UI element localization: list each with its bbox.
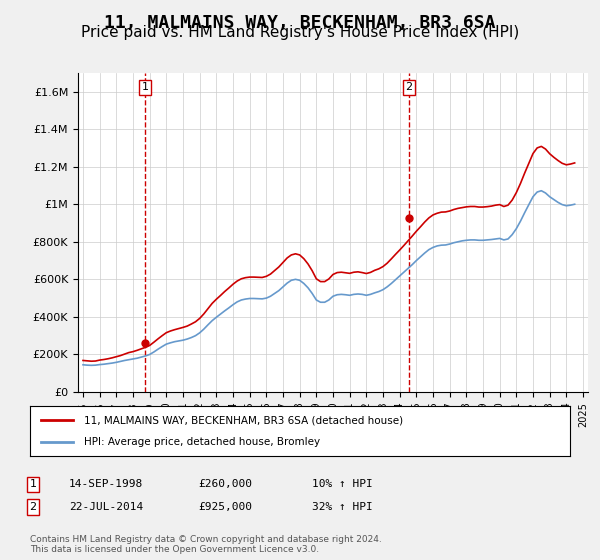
Text: 2: 2 — [405, 82, 412, 92]
Text: 11, MALMAINS WAY, BECKENHAM, BR3 6SA (detached house): 11, MALMAINS WAY, BECKENHAM, BR3 6SA (de… — [84, 415, 403, 425]
Text: 32% ↑ HPI: 32% ↑ HPI — [312, 502, 373, 512]
Text: HPI: Average price, detached house, Bromley: HPI: Average price, detached house, Brom… — [84, 437, 320, 447]
Text: Contains HM Land Registry data © Crown copyright and database right 2024.
This d: Contains HM Land Registry data © Crown c… — [30, 535, 382, 554]
Text: 22-JUL-2014: 22-JUL-2014 — [69, 502, 143, 512]
Text: 11, MALMAINS WAY, BECKENHAM, BR3 6SA: 11, MALMAINS WAY, BECKENHAM, BR3 6SA — [104, 14, 496, 32]
Text: 14-SEP-1998: 14-SEP-1998 — [69, 479, 143, 489]
Text: Price paid vs. HM Land Registry's House Price Index (HPI): Price paid vs. HM Land Registry's House … — [81, 25, 519, 40]
Text: £925,000: £925,000 — [198, 502, 252, 512]
Text: £260,000: £260,000 — [198, 479, 252, 489]
Text: 10% ↑ HPI: 10% ↑ HPI — [312, 479, 373, 489]
Text: 1: 1 — [29, 479, 37, 489]
Text: 2: 2 — [29, 502, 37, 512]
Text: 1: 1 — [142, 82, 148, 92]
